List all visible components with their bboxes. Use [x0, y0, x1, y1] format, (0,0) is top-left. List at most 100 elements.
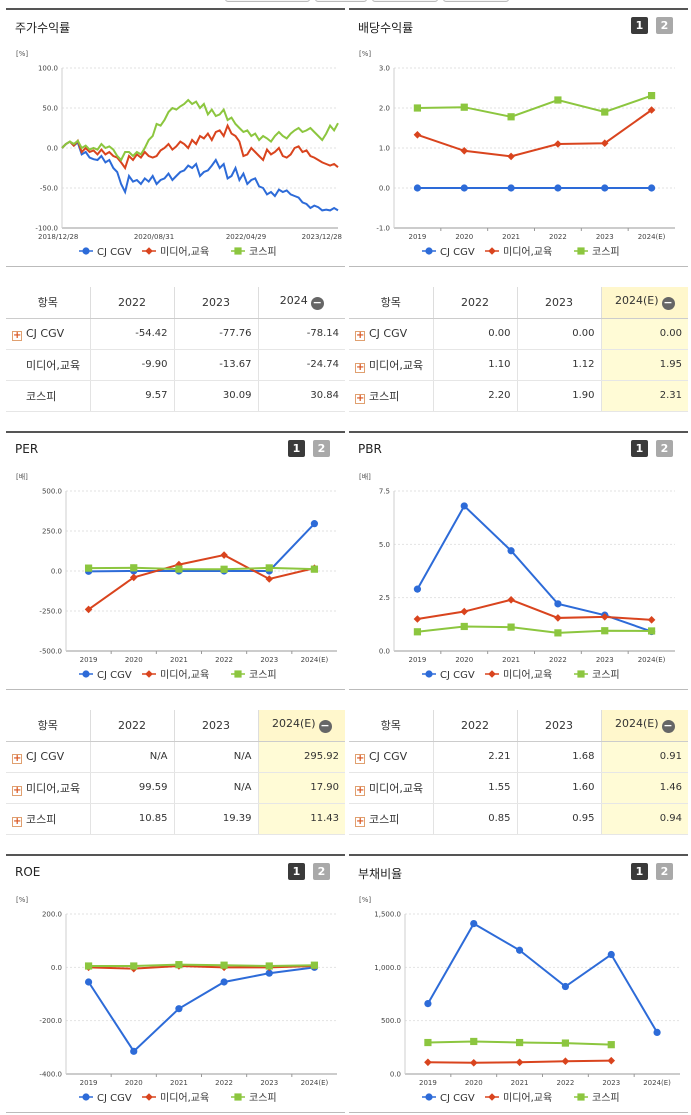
data-point [601, 184, 609, 192]
x-tick-label: 2022 [215, 656, 233, 664]
column-header: 2023 [517, 710, 602, 742]
series-1 [413, 106, 656, 161]
top-tab-3[interactable] [372, 0, 438, 2]
data-point [130, 564, 138, 572]
x-tick-label: 2023 [260, 656, 278, 664]
series-line [417, 625, 652, 634]
column-header-label: 2023 [545, 718, 573, 732]
page-1-button[interactable]: 1 [631, 863, 648, 880]
page-2-button[interactable]: 2 [656, 440, 673, 457]
data-point [413, 615, 422, 623]
legend-label: 미디어,교육 [160, 669, 209, 681]
table-row: + 미디어,교육 99.59 N/A 17.90 [6, 772, 345, 804]
value-cell: 10.85 [90, 803, 175, 835]
spacer [12, 390, 22, 400]
value-cell: -9.90 [90, 349, 175, 381]
expand-icon[interactable]: + [355, 329, 365, 341]
row-label: 미디어,교육 [26, 781, 81, 795]
top-tab-1[interactable] [225, 0, 310, 2]
expand-icon[interactable]: + [355, 815, 365, 827]
value-cell: 1.68 [517, 741, 602, 773]
y-tick-label: 0.0 [47, 145, 58, 153]
data-point [130, 962, 138, 970]
series-0 [84, 520, 319, 575]
row-label-cell: 코스피 [6, 380, 91, 412]
per-chart: [배] 500.0 250.0 0.0 -250.0 -500.0 2019 2020 2021… [16, 472, 337, 681]
row-label-cell: + CJ CGV [6, 741, 91, 773]
page-1-button[interactable]: 1 [288, 440, 305, 457]
expand-icon[interactable]: + [12, 784, 22, 796]
table-row: + CJ CGV -54.42 -77.76 -78.14 [6, 318, 345, 350]
top-tab-2[interactable] [315, 0, 367, 2]
page-2-button[interactable]: 2 [313, 863, 330, 880]
value-cell: 2.20 [433, 380, 518, 412]
top-tab-4[interactable] [443, 0, 509, 2]
value-cell: 9.57 [90, 380, 175, 412]
data-point [84, 962, 93, 970]
legend-label: 코스피 [592, 246, 620, 258]
data-point [561, 1057, 570, 1065]
x-tick-label: 2020 [125, 656, 143, 664]
column-header: 2023 [517, 287, 602, 319]
row-label-cell: + CJ CGV [349, 741, 434, 773]
x-tick-label: 2021 [170, 656, 188, 664]
series-line [88, 964, 315, 970]
expand-icon[interactable]: + [12, 815, 22, 827]
debt-ratio-chart: [%]1,500.0 1,000.0 500.0 0.0 2019 2020 2021 202… [359, 896, 680, 1104]
legend-label: 코스피 [592, 1092, 620, 1104]
x-tick-label: 2022/04/29 [226, 233, 266, 241]
legend-label: 미디어,교육 [160, 246, 209, 258]
collapse-icon[interactable]: − [318, 719, 332, 734]
value-cell: 1.55 [433, 772, 518, 804]
data-point [554, 629, 562, 637]
row-label-cell: + CJ CGV [6, 318, 91, 350]
page-2-button[interactable]: 2 [656, 17, 673, 34]
series-2 [84, 564, 319, 573]
expand-icon[interactable]: + [12, 752, 22, 764]
panel-title: ROE [15, 865, 41, 879]
legend-marker-0 [82, 670, 90, 678]
legend-marker-2 [234, 670, 242, 678]
series-0 [424, 920, 661, 1036]
expand-icon[interactable]: + [355, 392, 365, 404]
legend-marker-1 [145, 1093, 153, 1101]
data-point [515, 1058, 524, 1067]
legend-label: 미디어,교육 [160, 1092, 209, 1104]
x-tick-label: 2024(E) [638, 656, 666, 664]
data-point [601, 108, 609, 116]
data-point [310, 520, 319, 528]
page-1-button[interactable]: 1 [631, 440, 648, 457]
y-tick-label: 500.0 [42, 488, 62, 496]
expand-icon[interactable]: + [355, 752, 365, 764]
page-2-button[interactable]: 2 [313, 440, 330, 457]
page-1-button[interactable]: 1 [288, 863, 305, 880]
expand-icon[interactable]: + [355, 784, 365, 796]
top-tab-strip [225, 0, 691, 3]
y-tick-label: 1.0 [379, 145, 390, 153]
row-label: CJ CGV [369, 326, 408, 340]
x-tick-label: 2019 [409, 233, 427, 241]
page-2-button[interactable]: 2 [656, 863, 673, 880]
value-cell: 0.00 [601, 318, 688, 350]
data-point [460, 502, 468, 510]
page-1-button[interactable]: 1 [631, 17, 648, 34]
column-header-label: 2024 [279, 294, 308, 308]
legend-marker-1 [488, 247, 496, 255]
expand-icon[interactable]: + [355, 361, 365, 373]
column-header: 항목 [6, 710, 91, 742]
per-panel: PER 1 2 [배] 500.0 250.0 0.0 -250.0 -500.0 2019… [6, 431, 345, 690]
x-tick-label: 2024(E) [301, 656, 329, 664]
unit-label: [배] [16, 472, 28, 481]
data-point [507, 623, 515, 631]
collapse-icon[interactable]: − [310, 296, 324, 311]
data-point [554, 614, 562, 622]
collapse-icon[interactable]: − [661, 296, 675, 311]
collapse-icon[interactable]: − [661, 719, 675, 734]
value-cell: 30.09 [174, 380, 259, 412]
data-point [220, 978, 228, 986]
y-tick-label: 0.0 [51, 964, 62, 972]
expand-icon[interactable]: + [12, 329, 22, 341]
y-tick-label: -1.0 [376, 225, 390, 233]
value-cell: 295.92 [258, 741, 345, 773]
panel-title: 부채비율 [358, 867, 403, 881]
